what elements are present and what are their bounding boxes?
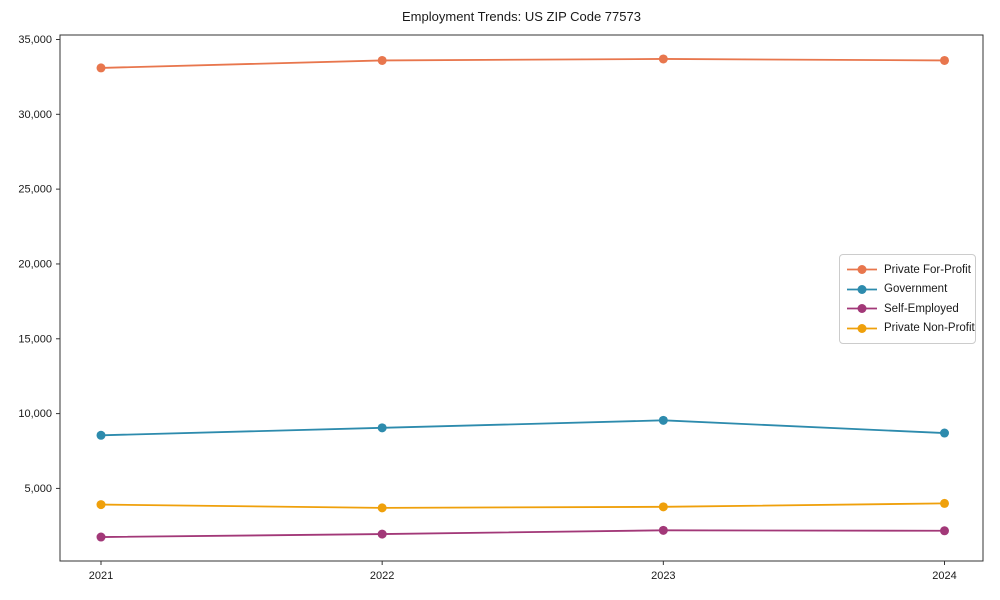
chart-title: Employment Trends: US ZIP Code 77573 xyxy=(402,9,641,24)
line-marker-icon xyxy=(847,265,877,275)
data-point xyxy=(658,502,668,512)
legend-item-private-non-profit: Private Non-Profit xyxy=(847,319,975,339)
x-tick-label: 2023 xyxy=(651,570,675,582)
x-tick-label: 2021 xyxy=(89,570,113,582)
legend-item-private-for-profit: Private For-Profit xyxy=(847,260,971,280)
y-tick-label: 35,000 xyxy=(18,34,52,46)
data-point xyxy=(96,63,106,73)
legend-dot xyxy=(857,265,867,275)
legend-item-government: Government xyxy=(847,280,968,300)
legend-label: Self-Employed xyxy=(884,302,959,315)
x-tick-label: 2024 xyxy=(932,570,956,582)
data-point xyxy=(96,532,106,542)
data-point xyxy=(940,55,949,65)
y-tick-label: 15,000 xyxy=(18,333,52,345)
series-line xyxy=(100,58,945,69)
data-point xyxy=(377,55,387,65)
y-tick-label: 25,000 xyxy=(18,184,52,196)
series-line xyxy=(100,529,945,538)
y-tick-label: 20,000 xyxy=(18,258,52,270)
y-tick-label: 5,000 xyxy=(24,483,52,495)
axes-frame xyxy=(59,34,984,562)
legend-dot xyxy=(857,304,867,314)
legend-label: Government xyxy=(884,283,948,296)
data-point xyxy=(96,430,106,440)
data-point xyxy=(940,498,949,508)
x-tick-label: 2022 xyxy=(370,570,394,582)
data-point xyxy=(658,54,668,64)
line-marker-icon xyxy=(847,323,877,333)
data-point xyxy=(377,529,387,539)
legend: Private For-Profit Government Self-Emplo… xyxy=(839,254,976,344)
data-point xyxy=(940,526,949,536)
series-line xyxy=(100,419,945,437)
legend-label: Private For-Profit xyxy=(884,263,971,276)
data-point xyxy=(940,428,949,438)
line-marker-icon xyxy=(847,304,877,314)
y-tick-label: 10,000 xyxy=(18,408,52,420)
series-line xyxy=(100,502,945,509)
legend-label: Private Non-Profit xyxy=(884,322,975,335)
data-point xyxy=(96,500,106,510)
data-point xyxy=(377,423,387,433)
legend-dot xyxy=(857,323,867,333)
legend-dot xyxy=(857,284,867,294)
line-marker-icon xyxy=(847,284,877,294)
data-point xyxy=(658,415,668,425)
data-point xyxy=(377,503,387,513)
data-point xyxy=(658,525,668,535)
legend-item-self-employed: Self-Employed xyxy=(847,299,968,319)
y-tick-label: 30,000 xyxy=(18,109,52,121)
